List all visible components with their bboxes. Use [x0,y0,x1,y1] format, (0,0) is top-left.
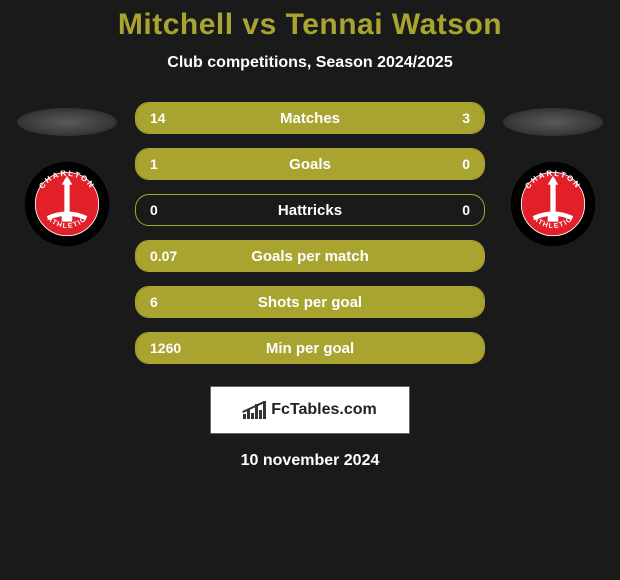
player-right-placeholder [503,108,603,136]
stat-bar: 0.07Goals per match [135,240,485,272]
stat-bar: 1260Min per goal [135,332,485,364]
stat-label: Goals [136,156,484,173]
stat-label: Goals per match [136,248,484,265]
fctables-chart-icon [243,401,267,419]
date-text: 10 november 2024 [0,452,620,470]
fctables-badge[interactable]: FcTables.com [210,386,410,434]
player-left-placeholder [17,108,117,136]
stat-value-right: 3 [462,110,470,126]
stat-value-right: 0 [462,202,470,218]
stat-bar: 1Goals0 [135,148,485,180]
stat-label: Min per goal [136,340,484,357]
stats-bars: 14Matches31Goals00Hattricks00.07Goals pe… [135,102,485,364]
subtitle: Club competitions, Season 2024/2025 [0,54,620,72]
club-badge-left: CHARLTON ATHLETIC [23,160,111,248]
comparison-area: CHARLTON ATHLETIC 14Matches31Goals00Hatt… [0,102,620,364]
stat-value-right: 0 [462,156,470,172]
stat-label: Shots per goal [136,294,484,311]
stat-bar: 0Hattricks0 [135,194,485,226]
stat-bar: 14Matches3 [135,102,485,134]
player-left-col: CHARLTON ATHLETIC [15,102,119,248]
fctables-label: FcTables.com [271,401,377,419]
club-badge-right: CHARLTON ATHLETIC [509,160,597,248]
stat-label: Hattricks [136,202,484,219]
player-right-col: CHARLTON ATHLETIC [501,102,605,248]
stat-label: Matches [136,110,484,127]
page-title: Mitchell vs Tennai Watson [0,8,620,42]
stat-bar: 6Shots per goal [135,286,485,318]
